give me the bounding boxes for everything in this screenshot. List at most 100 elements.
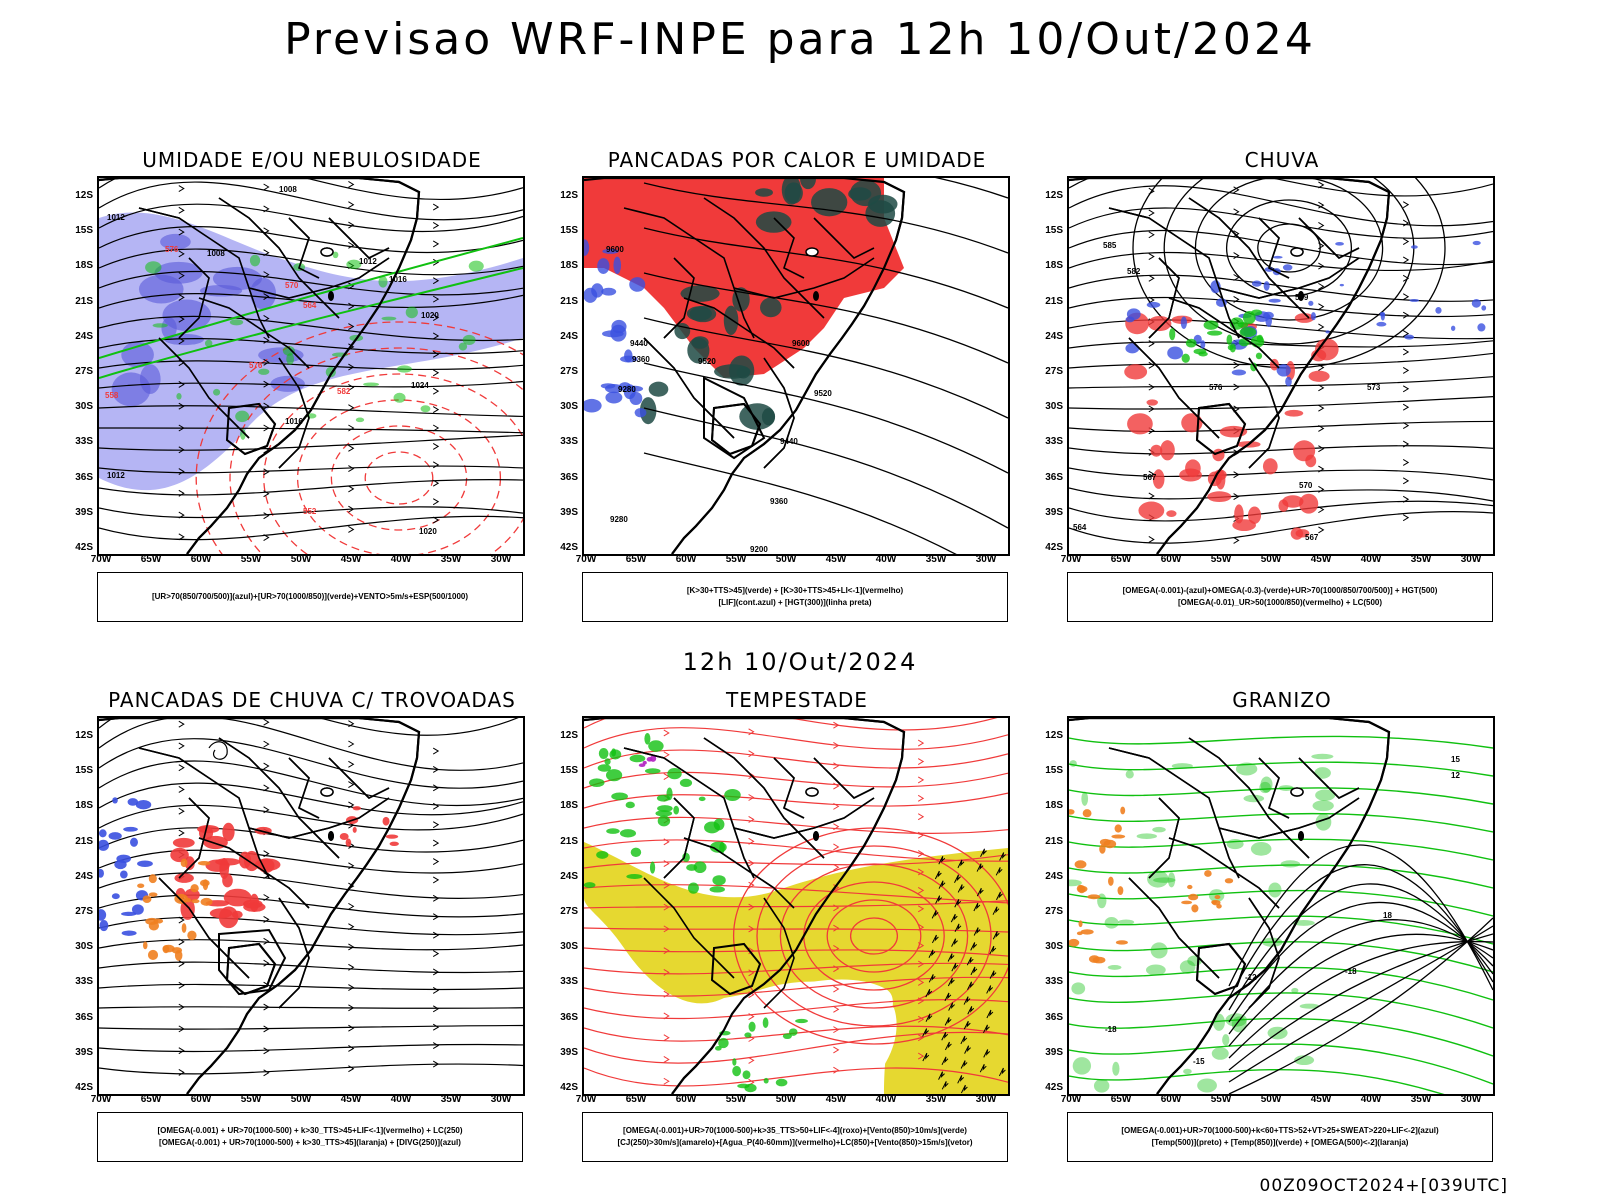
legend-line: [OMEGA(-0.001) + UR>70(1000-500) + k>30_… [157, 1126, 463, 1135]
svg-text:1012: 1012 [107, 213, 125, 222]
latitude-tick: 36S [560, 471, 578, 483]
latitude-tick: 39S [1045, 506, 1063, 518]
latitude-tick: 15S [75, 225, 93, 237]
svg-text:1020: 1020 [421, 311, 439, 320]
latitude-tick: 18S [75, 800, 93, 812]
map-area: 1008 1012 1012 1016 1020 1024 1008 1016 1012 1020… [97, 176, 525, 556]
legend-line: [OMEGA(-0.001) + UR>70(1000-500) + k>30_… [159, 1138, 461, 1147]
panel-title: UMIDADE E/OU NEBULOSIDADE [142, 148, 482, 172]
svg-text:573: 573 [1367, 383, 1381, 392]
latitude-tick: 36S [560, 1011, 578, 1023]
longitude-tick: 45W [340, 1094, 362, 1105]
latitude-tick: 30S [560, 401, 578, 413]
latitude-tick: 12S [1045, 190, 1063, 201]
legend-line: [OMEGA(-0.01)_UR>50(1000/850)(vermelho) … [1177, 598, 1383, 607]
svg-text:1012: 1012 [107, 471, 125, 480]
latitude-tick: 21S [560, 295, 578, 307]
svg-text:564: 564 [1073, 523, 1087, 532]
svg-text:576: 576 [1209, 383, 1223, 392]
latitude-tick: 18S [560, 800, 578, 812]
latitude-tick: 42S [75, 1082, 93, 1093]
longitude-tick: 45W [340, 554, 362, 565]
longitude-tick: 30W [975, 554, 997, 565]
longitude-tick: 45W [825, 1094, 847, 1105]
longitude-tick: 35W [440, 1094, 462, 1105]
longitude-tick: 35W [925, 1094, 947, 1105]
latitude-tick: 18S [75, 260, 93, 272]
latitude-tick: 39S [560, 1046, 578, 1058]
panel-title: PANCADAS DE CHUVA C/ TROVOADAS [108, 688, 516, 712]
latitude-tick: 12S [1045, 730, 1063, 741]
latitude-tick: 21S [75, 835, 93, 847]
latitude-tick: 42S [1045, 1082, 1063, 1093]
latitude-tick: 18S [1045, 800, 1063, 812]
latitude-tick: 21S [75, 295, 93, 307]
legend-line: [OMEGA(-0.001)+UR>70(1000-500)+k<60+TTS>… [1121, 1126, 1439, 1135]
svg-text:18: 18 [1383, 911, 1392, 920]
latitude-tick: 33S [75, 436, 93, 448]
panel-hail: GRANIZO -12 -15 -18 -18 12 15 18 12S 15S 18S 21S 24S… [1045, 688, 1497, 1168]
legend-box: [OMEGA(-0.001)-(azul)+OMEGA(-0.3)-(verde… [1067, 572, 1493, 622]
longitude-tick: 40W [875, 554, 897, 565]
legend-line: [LIF](cont.azul) + [HGT(300)](linha pret… [718, 598, 872, 607]
longitude-tick: 65W [140, 554, 162, 565]
svg-text:558: 558 [105, 391, 119, 400]
latitude-tick: 27S [1045, 366, 1063, 377]
latitude-tick: 24S [75, 330, 93, 342]
longitude-tick: 55W [725, 1094, 747, 1105]
svg-text:15: 15 [1451, 755, 1460, 764]
map-svg: -12 -15 -18 -18 12 15 18 [1069, 718, 1493, 1094]
latitude-tick: 21S [1045, 295, 1063, 307]
panel-heat-showers: PANCADAS POR CALOR E UMIDADE 9600 9600 9520… [560, 148, 1012, 628]
latitude-tick: 24S [1045, 330, 1063, 342]
longitude-tick: 30W [1460, 554, 1482, 565]
svg-text:9520: 9520 [698, 357, 716, 366]
svg-text:564: 564 [303, 301, 317, 310]
map-area [582, 716, 1010, 1096]
panel-title: GRANIZO [1232, 688, 1332, 712]
latitude-tick: 36S [75, 471, 93, 483]
latitude-axis: 12S 15S 18S 21S 24S 27S 30S 33S 36S 39S 42S [57, 716, 93, 1096]
svg-text:552: 552 [303, 507, 317, 516]
longitude-axis: 70W 65W 60W 55W 50W 45W 40W 35W 30W [576, 554, 1010, 568]
svg-text:1020: 1020 [419, 527, 437, 536]
svg-text:9280: 9280 [618, 385, 636, 394]
latitude-tick: 27S [75, 906, 93, 917]
latitude-tick: 21S [1045, 835, 1063, 847]
longitude-tick: 40W [390, 554, 412, 565]
longitude-tick: 35W [440, 554, 462, 565]
svg-text:1024: 1024 [411, 381, 429, 390]
longitude-tick: 55W [1210, 554, 1232, 565]
svg-text:567: 567 [1143, 473, 1157, 482]
longitude-tick: 50W [290, 1094, 312, 1105]
longitude-tick: 60W [1160, 554, 1182, 565]
latitude-tick: 42S [560, 542, 578, 553]
longitude-tick: 45W [825, 554, 847, 565]
svg-text:9520: 9520 [814, 389, 832, 398]
longitude-axis: 70W 65W 60W 55W 50W 45W 40W 35W 30W [91, 1094, 525, 1108]
panel-thunderstorms: PANCADAS DE CHUVA C/ TROVOADAS 12S 15S 18S 2… [75, 688, 527, 1168]
main-title: Previsao WRF-INPE para 12h 10/Out/2024 [284, 14, 1316, 65]
longitude-tick: 40W [1360, 554, 1382, 565]
latitude-tick: 39S [75, 1046, 93, 1058]
longitude-tick: 30W [490, 1094, 512, 1105]
latitude-tick: 27S [560, 366, 578, 377]
map-area: -12 -15 -18 -18 12 15 18 [1067, 716, 1495, 1096]
longitude-tick: 35W [1410, 1094, 1432, 1105]
longitude-axis: 70W 65W 60W 55W 50W 45W 40W 35W 30W [1061, 554, 1495, 568]
latitude-tick: 12S [560, 730, 578, 741]
longitude-tick: 55W [1210, 1094, 1232, 1105]
latitude-tick: 24S [560, 870, 578, 882]
panel-rain: CHUVA58558257957657357056756456712S15S18… [1045, 148, 1497, 628]
svg-text:567: 567 [1305, 533, 1319, 542]
longitude-tick: 55W [240, 1094, 262, 1105]
longitude-tick: 50W [290, 554, 312, 565]
svg-text:585: 585 [1103, 241, 1117, 250]
map-area [97, 716, 525, 1096]
legend-box: [OMEGA(-0.001)+UR>70(1000-500)+k>35_TTS>… [582, 1112, 1008, 1162]
longitude-tick: 60W [190, 554, 212, 565]
longitude-tick: 65W [140, 1094, 162, 1105]
latitude-tick: 24S [560, 330, 578, 342]
svg-text:9280: 9280 [610, 515, 628, 524]
legend-line: [OMEGA(-0.001)+UR>70(1000-500)+k>35_TTS>… [623, 1126, 967, 1135]
